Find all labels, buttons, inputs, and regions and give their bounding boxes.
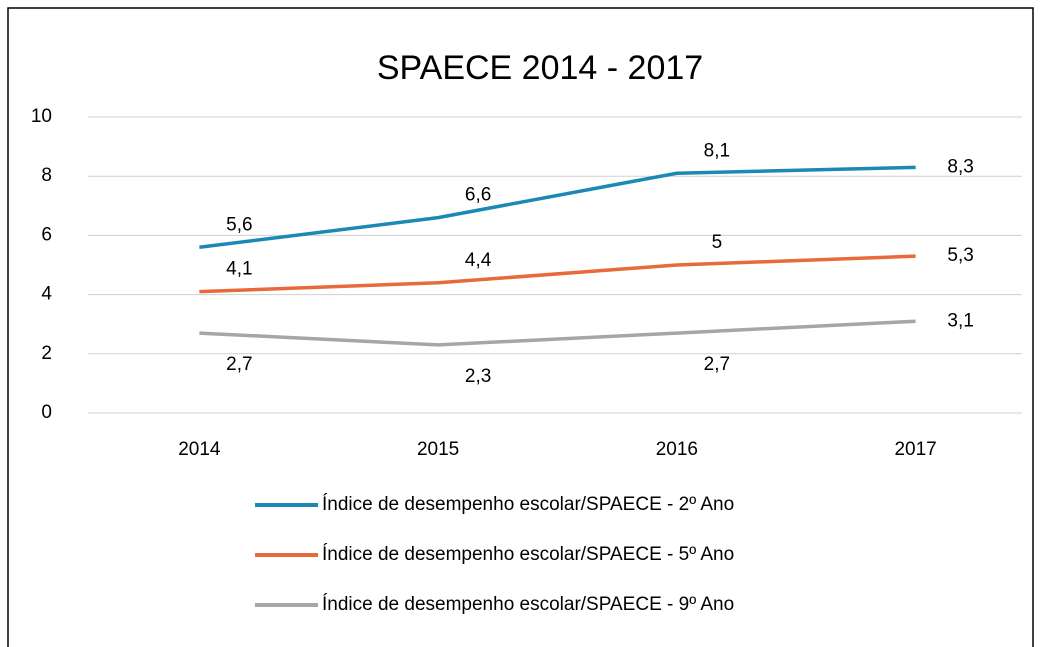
x-tick-label: 2015 — [417, 439, 459, 460]
data-label: 2,3 — [465, 366, 491, 387]
series-line — [199, 319, 916, 347]
data-label: 5,6 — [226, 214, 252, 235]
y-tick-label: 0 — [41, 402, 52, 423]
data-label: 5,3 — [947, 245, 973, 266]
legend-label: Índice de desempenho escolar/SPAECE - 5º… — [322, 544, 734, 565]
data-label: 6,6 — [465, 185, 491, 206]
x-tick-label: 2014 — [178, 439, 221, 460]
y-tick-label: 10 — [31, 106, 52, 127]
series-line — [199, 254, 916, 294]
y-tick-label: 2 — [41, 343, 52, 364]
chart-border — [7, 7, 1034, 647]
data-label: 4,4 — [465, 250, 492, 271]
data-label: 4,1 — [226, 259, 252, 280]
legend-label: Índice de desempenho escolar/SPAECE - 2º… — [322, 494, 734, 515]
y-tick-label: 4 — [41, 284, 52, 305]
series-line — [199, 165, 916, 249]
data-label: 8,3 — [947, 156, 973, 177]
data-label: 5 — [712, 232, 723, 253]
y-tick-label: 8 — [41, 165, 52, 186]
data-label: 2,7 — [704, 354, 730, 375]
legend-label: Índice de desempenho escolar/SPAECE - 9º… — [322, 594, 734, 615]
x-tick-label: 2017 — [894, 439, 936, 460]
data-label: 8,1 — [704, 140, 730, 161]
y-tick-label: 6 — [41, 224, 52, 245]
data-label: 2,7 — [226, 354, 252, 375]
x-tick-label: 2016 — [656, 439, 698, 460]
chart-title: SPAECE 2014 - 2017 — [377, 49, 703, 87]
data-label: 3,1 — [947, 310, 973, 331]
